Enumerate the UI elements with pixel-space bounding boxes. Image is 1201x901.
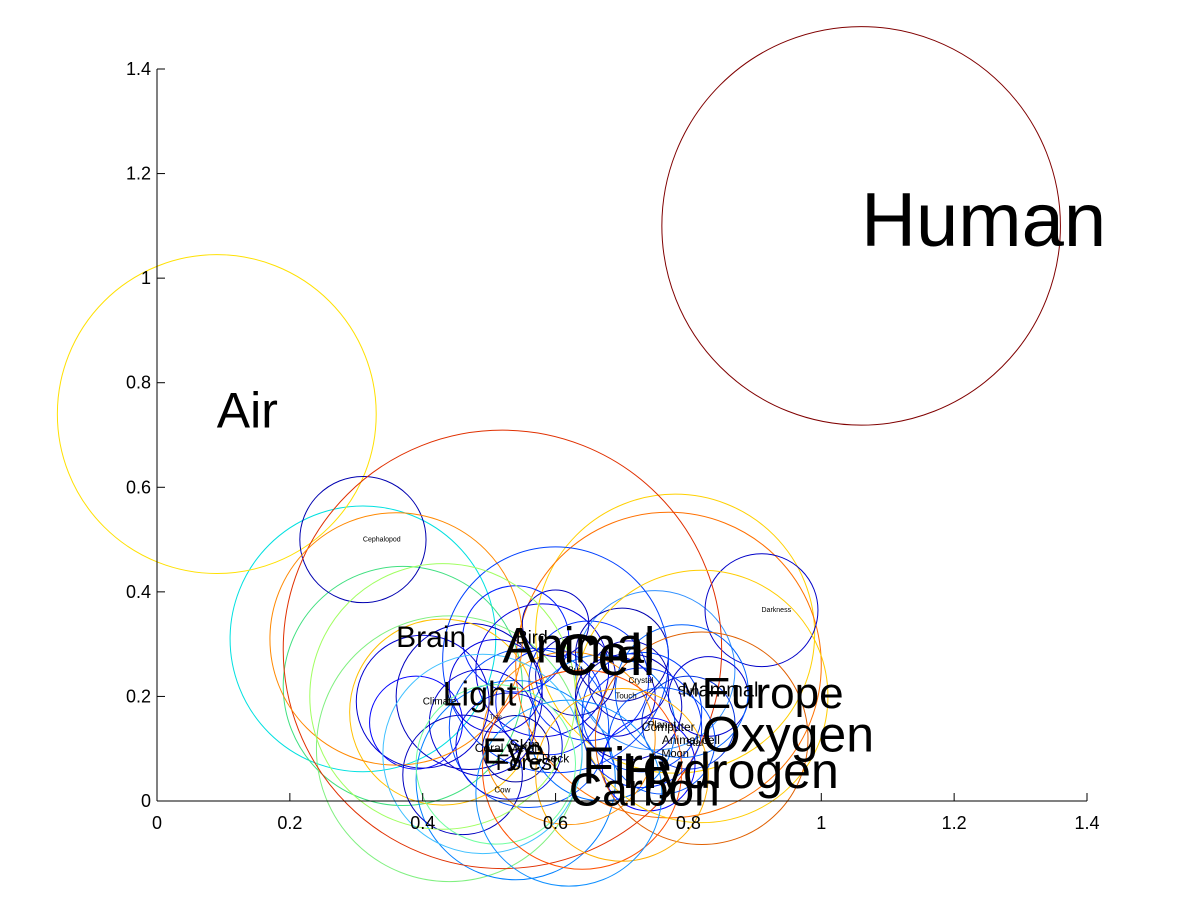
x-tick-label: 0.8 (676, 813, 701, 833)
point-label-light: Light (443, 675, 517, 713)
point-label-metal: Metal (508, 741, 537, 755)
data-circle-mammal (614, 624, 749, 759)
data-circle (282, 565, 523, 807)
data-circle-animal-cell (608, 687, 716, 795)
y-tick-label: 0.2 (126, 686, 151, 706)
data-circle (482, 715, 550, 783)
point-label-hydrogen: Hydrogen (622, 743, 839, 799)
data-circle (581, 651, 703, 773)
data-circle-fire (482, 669, 683, 870)
point-label-bird: Bird (516, 628, 548, 648)
data-circle (448, 638, 543, 733)
x-tick-label: 0 (152, 813, 162, 833)
point-label-planet: Planet (648, 720, 677, 731)
data-circle-darkness (704, 553, 819, 668)
data-circle-oxygen (594, 631, 809, 846)
data-circle-computer (581, 667, 703, 789)
point-label-touch: Touch (615, 692, 636, 701)
y-tick-label: 1.2 (126, 164, 151, 184)
data-circle (481, 651, 656, 826)
x-tick-label: 1.4 (1074, 813, 1099, 833)
point-label-forest: Forest (496, 750, 558, 775)
y-tick-label: 0.8 (126, 373, 151, 393)
axes: 0 0.2 0.4 0.6 0.8 1 1.2 1.4 0 0.2 0.4 0.6 0.8 1 1.2 1.4 (126, 59, 1100, 833)
point-label-animal-cell: Animal cell (662, 733, 720, 747)
point-label-tree: Tree (490, 715, 503, 721)
point-label-cephalopod: Cephalopod (363, 536, 401, 543)
y-tick-label: 1 (141, 268, 151, 288)
data-circle (229, 505, 497, 773)
point-label-moon: Moon (661, 748, 689, 760)
point-label-skin: Skin (509, 737, 540, 754)
point-label-rock: Rock (542, 751, 570, 765)
point-label-europe: Europe (702, 669, 844, 718)
data-circle-human (661, 26, 1061, 426)
point-label-brain: Brain (396, 621, 466, 654)
data-circle-air (56, 254, 377, 575)
point-label-cow: Cow (494, 786, 510, 795)
y-tick-label: 0 (141, 791, 151, 811)
point-label-darkness: Darkness (762, 607, 792, 614)
data-circle-hydrogen (535, 688, 709, 862)
y-tick-label: 0.6 (126, 477, 151, 497)
data-circle-climate (355, 634, 490, 769)
point-label-crystal: Crystal (629, 676, 654, 685)
data-circle-carbon (475, 699, 663, 887)
x-tick-label: 0.2 (277, 813, 302, 833)
point-label-human: Human (861, 178, 1106, 263)
point-label-star: Star (686, 738, 705, 749)
point-label-coral: Coral (475, 741, 504, 755)
point-label-animal: Animal (502, 618, 655, 674)
point-label-fire: Fire (582, 737, 672, 795)
data-circle (521, 589, 590, 657)
point-label-air: Air (217, 382, 278, 438)
point-label-mammal: Mammal (682, 679, 759, 701)
data-circle (448, 647, 610, 809)
data-circle (535, 493, 816, 774)
data-circle (349, 618, 537, 806)
data-circle-touch (575, 656, 656, 737)
x-tick-label: 1.2 (942, 813, 967, 833)
x-tick-label: 1 (816, 813, 826, 833)
data-circle-skin (455, 692, 563, 800)
y-tick-label: 1.4 (126, 59, 151, 79)
point-label-sun: Sun (678, 683, 699, 697)
point-label-computer: Computer (642, 720, 695, 734)
data-circle-forest (415, 684, 576, 845)
point-label-carbon: Carbon (569, 763, 720, 815)
labels-layer: Human Air Cephalopod Darkness Animal Brain Bir… (217, 178, 1106, 815)
data-circle (402, 714, 523, 836)
data-circle-eye (382, 653, 583, 855)
circles-layer (56, 26, 1061, 887)
y-tick-label: 0.4 (126, 582, 151, 602)
x-tick-label: 0.6 (543, 813, 568, 833)
data-circle-animal (282, 429, 723, 870)
point-label-eye: Eye (483, 730, 545, 771)
point-label-oxygen: Oxygen (702, 706, 874, 762)
data-circle (641, 675, 736, 770)
data-circle-cephalopod (299, 475, 427, 604)
point-label-climate: Climate (423, 696, 457, 707)
data-circle-brain (269, 512, 523, 766)
point-label-bud: Bud (568, 665, 582, 674)
x-tick-label: 0.4 (410, 813, 435, 833)
data-circle-crystal (588, 640, 670, 722)
point-label-cell: Cell (556, 623, 656, 688)
